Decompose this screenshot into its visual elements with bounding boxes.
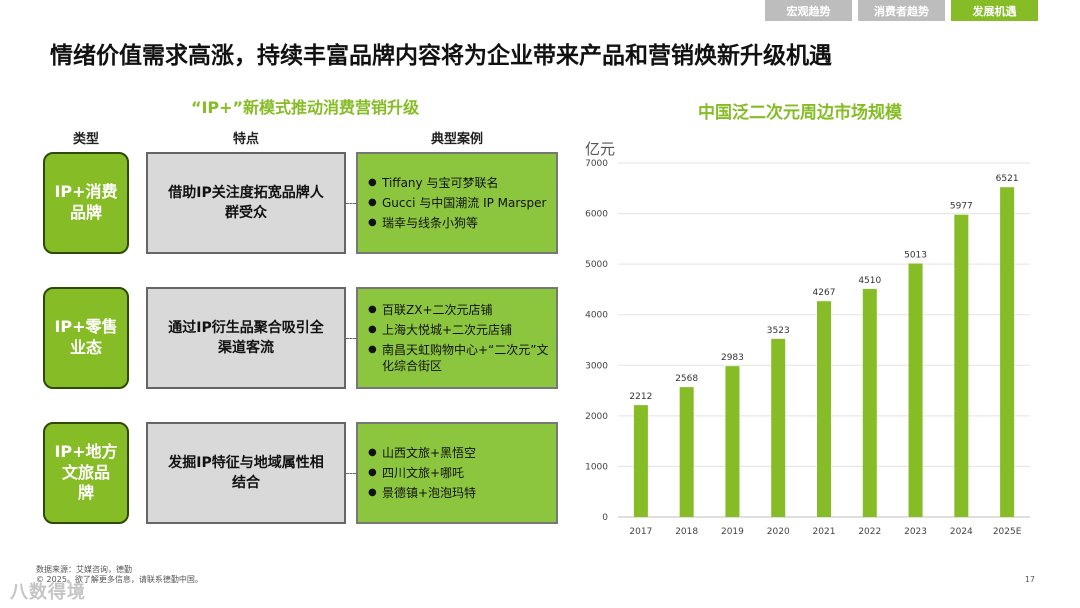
list-item: ● Gucci 与中国潮流 IP Marsper [368,195,547,210]
bullet-icon: ● [368,487,377,499]
dashed-connector [346,473,356,474]
copyright: © 2025。欲了解更多信息，请联系德勤中国。 [36,575,203,584]
left-section-subtitle: “IP+”新模式推动消费营销升级 [190,98,420,117]
data-label: 2212 [629,392,652,402]
data-label: 3523 [767,326,790,336]
bar [954,214,969,518]
feature-box-row-3: 发掘IP特征与地域属性相 结合 [146,422,346,524]
y-tick-label: 1000 [585,462,608,472]
bar [862,288,877,517]
type-line: IP+地方 [54,441,118,461]
type-box-ip-retail: IP+零售 业态 [43,287,129,389]
x-tick-label: 2025E [993,527,1022,537]
x-tick-label: 2021 [813,527,836,537]
bar [1000,187,1015,518]
cases-box-row-1: ● Tiffany 与宝可梦联名 ● Gucci 与中国潮流 IP Marsper … [356,152,558,254]
data-source: 数据来源：艾媒咨询，德勤 [36,565,132,574]
chart-title: 中国泛二次元周边市场规模 [698,103,902,123]
type-line: IP+零售 [54,317,118,337]
x-tick-label: 2019 [721,527,744,537]
tab-consumer-trends[interactable]: 消费者趋势 [858,0,945,21]
bullet-icon: ● [368,446,377,458]
bullet-icon: ● [368,176,377,188]
feature-line: 借助IP关注度拓宽品牌人 [168,184,324,201]
data-label: 2983 [721,353,744,363]
bar [817,301,831,517]
x-tick-label: 2024 [950,527,973,537]
type-box-ip-tourism-brand: IP+地方 文旅品牌 [43,422,129,524]
feature-line: 通过IP衍生品聚合吸引全 [168,319,324,336]
feature-box-row-2: 通过IP衍生品聚合吸引全 渠道客流 [146,287,346,389]
list-item: ● 景德镇+泡泡玛特 [368,486,477,501]
cases-box-row-3: ● 山西文旅+黑悟空 ● 四川文旅+哪吒 ● 景德镇+泡泡玛特 [356,422,558,524]
column-header-cases: 典型案例 [430,132,483,147]
bar-chart: 0 1000 2000 3000 4000 5000 6000 7000 2212 2017 256… [585,159,1030,537]
tab-opportunities[interactable]: 发展机遇 [951,0,1038,21]
type-line: 牌 [77,483,94,503]
column-header-type: 类型 [72,132,99,147]
watermark: 八数得境 [10,582,86,603]
bullet-icon: ● [368,466,377,478]
footer: 数据来源：艾媒咨询，德勤 © 2025。欲了解更多信息，请联系德勤中国。 [36,565,203,585]
type-line: IP+消费 [54,182,118,202]
dashed-connector [346,338,356,339]
y-tick-label: 4000 [585,311,608,321]
feature-line: 结合 [231,475,260,491]
cases-box-row-2: ● 百联ZX+二次元店铺 ● 上海大悦城+二次元店铺 ● 南昌天虹购物中心+“二次元”… [356,287,558,389]
x-tick-label: 2020 [767,527,790,537]
bar [725,366,740,517]
list-item: ● 南昌天虹购物中心+“二次元”文化综合街区 [368,343,549,374]
feature-line: 发掘IP特征与地域属性相 [168,454,324,471]
y-tick-label: 2000 [585,412,608,422]
list-item: ● 四川文旅+哪吒 [368,465,465,480]
list-item: ● 瑞幸与线条小狗等 [368,216,479,231]
data-label: 5013 [904,250,927,260]
type-line: 文旅品 [61,462,110,482]
data-label: 4510 [858,276,881,286]
x-tick-label: 2018 [675,527,698,537]
bar [908,263,923,517]
y-tick-label: 5000 [585,260,608,270]
type-line: 业态 [69,338,102,357]
bullet-icon: ● [368,323,377,335]
feature-line: 群受众 [224,205,267,221]
feature-line: 渠道客流 [217,340,274,356]
tab-macro-trends[interactable]: 宏观趋势 [765,0,852,21]
y-tick-label: 3000 [585,361,608,371]
type-box-ip-consumer-brand: IP+消费 品牌 [43,152,129,254]
data-label: 6521 [996,174,1019,184]
page-number: 17 [1024,575,1035,584]
bar [771,338,786,517]
type-line: 品牌 [69,203,102,222]
y-axis-unit-label: 亿元 [585,140,616,158]
x-tick-label: 2022 [858,527,881,537]
list-item: ● 山西文旅+黑悟空 [368,445,477,460]
y-tick-label: 7000 [585,159,608,169]
page-title: 情绪价值需求高涨，持续丰富品牌内容将为企业带来产品和营销焕新升级机遇 [50,43,832,69]
feature-box-row-1: 借助IP关注度拓宽品牌人 群受众 [146,152,346,254]
data-label: 4267 [813,288,836,298]
bullet-icon: ● [368,303,377,315]
bullet-icon: ● [368,196,377,208]
x-tick-label: 2023 [904,527,927,537]
y-tick-label: 0 [602,513,608,523]
data-label: 2568 [675,374,698,384]
dashed-connector [346,203,356,204]
column-header-feature: 特点 [232,132,259,147]
bar [679,387,694,517]
list-item: ● 上海大悦城+二次元店铺 [368,322,513,337]
data-label: 5977 [950,202,973,212]
bar [633,405,648,517]
bullet-icon: ● [368,344,377,355]
bullet-icon: ● [368,217,377,229]
list-item: ● Tiffany 与宝可梦联名 [368,175,499,190]
list-item: ● 百联ZX+二次元店铺 [368,302,493,317]
top-tabs: 宏观趋势 消费者趋势 发展机遇 [765,0,1038,21]
y-tick-label: 6000 [585,210,608,220]
x-tick-label: 2017 [629,527,652,537]
